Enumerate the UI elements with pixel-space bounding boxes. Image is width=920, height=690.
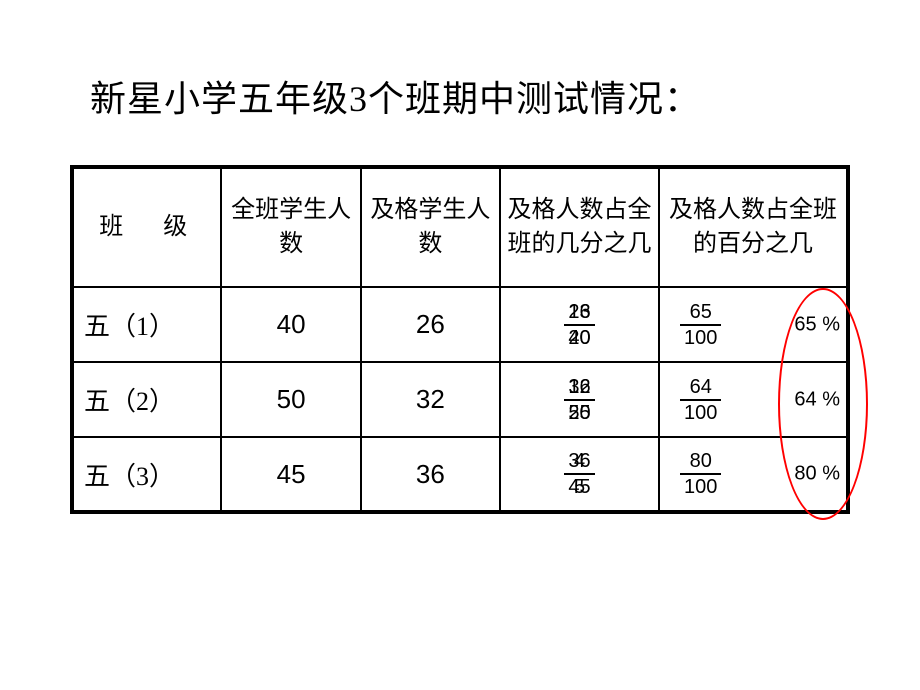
table-header-row: 班 级 全班学生人数 及格学生人数 及格人数占全班的几分之几 及格人数占全班的百… <box>72 167 848 287</box>
fraction-main: 3645 <box>564 450 594 498</box>
header-pass: 及格学生人数 <box>361 167 500 287</box>
cell-pass: 36 <box>361 437 500 512</box>
table-row: 五（2）503232501625 64100 64 % <box>72 362 848 437</box>
cell-class: 五（2） <box>72 362 221 437</box>
page-title: 新星小学五年级3个班期中测试情况： <box>90 70 701 122</box>
cell-percent: 65100 65 % <box>659 287 848 362</box>
fraction-main: 3250 <box>564 376 594 424</box>
cell-total: 40 <box>221 287 360 362</box>
cell-class: 五（3） <box>72 437 221 512</box>
fraction-main: 2640 <box>564 301 594 349</box>
percent-fraction: 80100 <box>680 450 721 498</box>
cell-class: 五（1） <box>72 287 221 362</box>
percent-fraction: 64100 <box>680 376 721 424</box>
cell-fraction: 364545 <box>500 437 659 512</box>
percent-value: 65 % <box>794 313 840 336</box>
header-total: 全班学生人数 <box>221 167 360 287</box>
cell-total: 50 <box>221 362 360 437</box>
table-body: 五（1）402626401320 65100 65 % 五（2）50323250162… <box>72 287 848 512</box>
table-row: 五（1）402626401320 65100 65 % <box>72 287 848 362</box>
cell-pass: 32 <box>361 362 500 437</box>
percent-value: 64 % <box>794 388 840 411</box>
cell-fraction: 32501625 <box>500 362 659 437</box>
percent-value: 80 % <box>794 463 840 486</box>
table-row: 五（3）4536364545 80100 80 % <box>72 437 848 512</box>
percent-fraction: 65100 <box>680 301 721 349</box>
header-percent: 及格人数占全班的百分之几 <box>659 167 848 287</box>
cell-fraction: 26401320 <box>500 287 659 362</box>
cell-percent: 80100 80 % <box>659 437 848 512</box>
cell-pass: 26 <box>361 287 500 362</box>
score-table: 班 级 全班学生人数 及格学生人数 及格人数占全班的几分之几 及格人数占全班的百… <box>70 165 850 514</box>
cell-percent: 64100 64 % <box>659 362 848 437</box>
header-class: 班 级 <box>72 167 221 287</box>
header-fraction: 及格人数占全班的几分之几 <box>500 167 659 287</box>
cell-total: 45 <box>221 437 360 512</box>
